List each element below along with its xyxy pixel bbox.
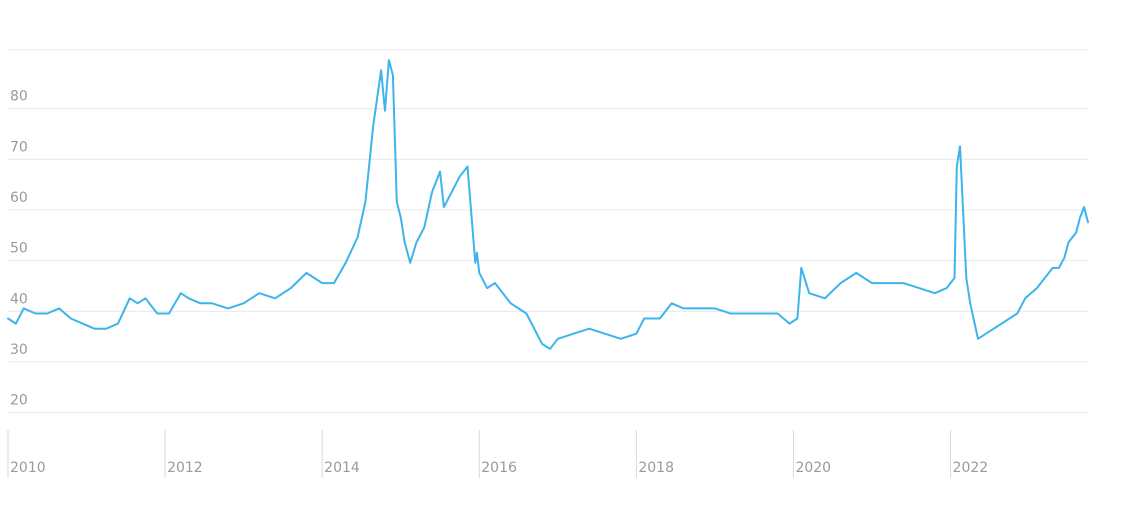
y-tick-label-30: 30 <box>10 342 28 358</box>
y-tick-label-70: 70 <box>10 139 28 155</box>
x-tick-label-2010: 2010 <box>10 460 46 476</box>
y-tick-label-60: 60 <box>10 190 28 206</box>
series-line-0 <box>7 59 1089 350</box>
y-axis: 20 30 40 50 60 70 80 <box>10 89 28 409</box>
y-tick-label-80: 80 <box>10 89 28 105</box>
grid-lines <box>8 49 1088 414</box>
y-tick-label-20: 20 <box>10 393 28 409</box>
x-tick-label-2016: 2016 <box>481 460 517 476</box>
x-axis: 2010 2012 2014 2016 2018 2020 2022 <box>7 430 989 478</box>
x-tick-label-2022: 2022 <box>953 460 989 476</box>
x-tick-label-2018: 2018 <box>638 460 674 476</box>
x-tick-label-2012: 2012 <box>167 460 203 476</box>
y-tick-label-50: 50 <box>10 241 28 257</box>
y-tick-label-40: 40 <box>10 291 28 307</box>
x-tick-label-2014: 2014 <box>324 460 360 476</box>
x-tick-label-2020: 2020 <box>795 460 831 476</box>
series-layer <box>7 59 1089 350</box>
